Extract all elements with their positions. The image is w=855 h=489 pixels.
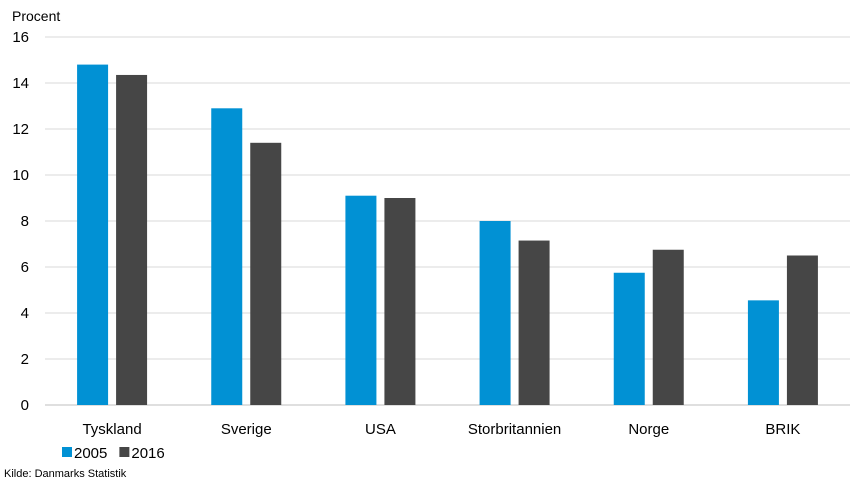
legend: 2005 2016 [62,445,165,462]
y-tick-label: 4 [21,305,29,322]
bar-2005-usa [345,195,377,405]
x-tick-label: BRIK [765,421,800,438]
y-tick-label: 12 [12,121,29,138]
y-tick-label: 2 [21,351,29,368]
bar-2016-brik [786,255,818,405]
gridlines [45,36,850,406]
bar-2016-sverige [250,142,282,406]
bar-2005-storbritannien [479,221,511,405]
legend-label: 2005 [74,445,107,462]
x-tick-label: Sverige [221,421,272,438]
y-tick-label: 14 [12,75,29,92]
bar-2005-sverige [211,108,243,406]
x-tick-label: Tyskland [82,421,141,438]
y-tick-label: 0 [21,397,29,414]
bars [77,64,818,406]
y-tick-label: 16 [12,29,29,46]
y-axis-ticks: 0 2 4 6 8 10 12 14 16 [12,29,29,414]
y-tick-label: 6 [21,259,29,276]
bar-2005-brik [747,300,779,405]
y-axis-label: Procent [12,8,60,24]
bar-2016-storbritannien [518,240,550,405]
bar-2016-tyskland [116,74,148,405]
x-tick-label: Norge [628,421,669,438]
y-tick-label: 10 [12,167,29,184]
y-tick-label: 8 [21,213,29,230]
legend-label: 2016 [131,445,164,462]
bar-2016-norge [652,249,684,405]
x-axis-ticks: Tyskland Sverige USA Storbritannien Norge BRI… [82,421,800,438]
x-tick-label: Storbritannien [468,421,561,438]
legend-swatch [119,447,130,457]
source-note: Kilde: Danmarks Statistik [4,468,127,480]
bar-2005-tyskland [77,64,109,405]
legend-swatch [62,447,72,457]
bar-2016-usa [384,198,416,405]
x-tick-label: USA [365,421,396,438]
bar-2005-norge [613,272,645,405]
